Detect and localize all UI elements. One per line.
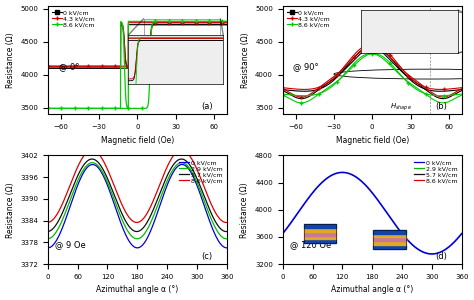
Bar [374, 241, 406, 245]
Bar [304, 228, 336, 232]
Text: (b): (b) [436, 102, 447, 111]
X-axis label: Magnetic field (Oe): Magnetic field (Oe) [100, 136, 174, 145]
Y-axis label: Resistance (Ω): Resistance (Ω) [241, 32, 250, 88]
X-axis label: Azimuthal angle α (°): Azimuthal angle α (°) [96, 285, 178, 294]
Legend: 0 kV/cm, 2.9 kV/cm, 5.7 kV/cm, 8.6 kV/cm: 0 kV/cm, 2.9 kV/cm, 5.7 kV/cm, 8.6 kV/cm [178, 158, 224, 184]
Bar [374, 245, 406, 248]
Bar [374, 230, 406, 234]
Text: @ 9 Oe: @ 9 Oe [55, 240, 86, 249]
Text: (c): (c) [201, 252, 212, 261]
Text: @ 120 Oe: @ 120 Oe [290, 240, 331, 249]
Bar [304, 236, 336, 239]
Bar [374, 230, 406, 248]
Y-axis label: Resistance (Ω): Resistance (Ω) [240, 182, 249, 238]
Bar [374, 234, 406, 237]
Text: (d): (d) [436, 252, 447, 261]
Text: (a): (a) [201, 102, 212, 111]
X-axis label: Azimuthal angle α (°): Azimuthal angle α (°) [331, 285, 413, 294]
Y-axis label: Resistance (Ω): Resistance (Ω) [6, 32, 15, 88]
Bar [144, 19, 220, 71]
Y-axis label: Resistance (Ω): Resistance (Ω) [6, 182, 15, 238]
Legend: 0 kV/cm, 4.3 kV/cm, 8.6 kV/cm: 0 kV/cm, 4.3 kV/cm, 8.6 kV/cm [51, 9, 96, 28]
Legend: 0 kV/cm, 2.9 kV/cm, 5.7 kV/cm, 8.6 kV/cm: 0 kV/cm, 2.9 kV/cm, 5.7 kV/cm, 8.6 kV/cm [413, 158, 458, 184]
Bar [304, 239, 336, 243]
Bar [417, 12, 462, 52]
Bar [304, 232, 336, 236]
Bar [304, 224, 336, 228]
Text: $H_{shape}$: $H_{shape}$ [390, 102, 412, 113]
Bar [374, 237, 406, 241]
Legend: 0 kV/cm, 4.3 kV/cm, 8.6 kV/cm: 0 kV/cm, 4.3 kV/cm, 8.6 kV/cm [286, 9, 331, 28]
Text: @ 0°: @ 0° [59, 61, 79, 70]
Bar [304, 224, 336, 243]
X-axis label: Magnetic field (Oe): Magnetic field (Oe) [336, 136, 409, 145]
Text: @ 90°: @ 90° [293, 61, 319, 70]
